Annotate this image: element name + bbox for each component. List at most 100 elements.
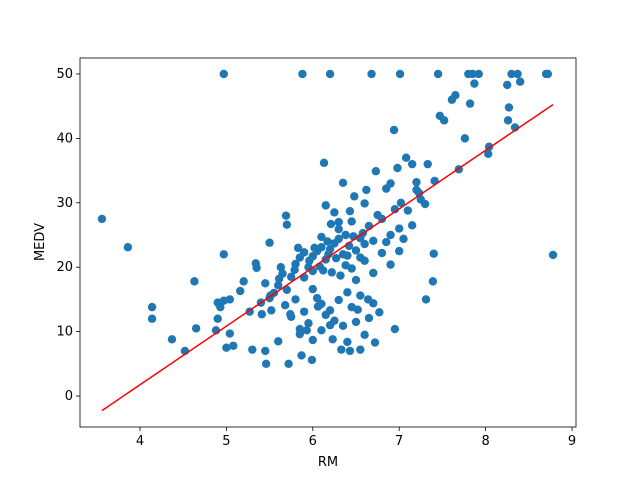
- point: [222, 343, 231, 352]
- axes-frame: [79, 57, 577, 428]
- point: [219, 69, 228, 79]
- point: [167, 335, 177, 344]
- point: [430, 176, 439, 186]
- point: [284, 359, 293, 369]
- point: [147, 302, 157, 312]
- point: [429, 249, 438, 258]
- point: [347, 264, 356, 273]
- point: [317, 299, 326, 309]
- point: [465, 99, 475, 108]
- point: [507, 69, 516, 79]
- point: [274, 281, 283, 290]
- point: [503, 116, 513, 125]
- point: [428, 277, 438, 286]
- point: [286, 312, 296, 321]
- point: [225, 295, 235, 304]
- point: [343, 288, 352, 297]
- point: [389, 125, 399, 135]
- point: [278, 269, 287, 278]
- point: [299, 248, 309, 257]
- point: [474, 69, 483, 79]
- point: [350, 192, 359, 201]
- point: [312, 293, 322, 303]
- point: [407, 221, 417, 230]
- point: [325, 69, 335, 79]
- point: [343, 337, 352, 347]
- point: [484, 149, 493, 159]
- point: [343, 251, 352, 260]
- point: [513, 69, 522, 79]
- point: [351, 317, 361, 327]
- point: [298, 69, 307, 79]
- point: [265, 238, 274, 247]
- point: [213, 314, 222, 323]
- point: [360, 330, 369, 340]
- point: [219, 250, 228, 259]
- point: [548, 250, 558, 260]
- point: [334, 295, 343, 305]
- point: [321, 201, 330, 210]
- plot-area: [97, 69, 558, 412]
- point: [345, 206, 355, 216]
- point: [328, 335, 337, 344]
- point: [291, 295, 300, 304]
- point: [364, 313, 374, 323]
- x-tick-label: 6: [309, 434, 317, 449]
- point: [341, 230, 350, 240]
- x-tick-label: 7: [395, 434, 403, 449]
- point: [274, 337, 283, 346]
- y-axis-label: MEDV: [33, 223, 48, 261]
- point: [401, 153, 411, 162]
- point: [347, 302, 356, 312]
- point: [326, 219, 336, 229]
- y-tick-label: 30: [56, 196, 73, 211]
- point: [261, 359, 271, 369]
- point: [367, 69, 376, 79]
- point: [97, 214, 107, 224]
- point: [276, 263, 286, 272]
- point: [386, 260, 395, 269]
- point: [338, 178, 348, 188]
- point: [330, 208, 339, 217]
- point: [304, 319, 313, 328]
- fit-line: [101, 103, 554, 412]
- point: [356, 291, 365, 300]
- point: [356, 253, 365, 262]
- point: [123, 243, 133, 252]
- point: [286, 272, 296, 282]
- x-axis-label: RM: [318, 455, 338, 470]
- x-tick-label: 9: [568, 434, 576, 449]
- point: [325, 320, 335, 330]
- point: [334, 234, 343, 244]
- point: [291, 259, 300, 269]
- point: [439, 116, 449, 125]
- point: [468, 69, 477, 79]
- point: [351, 275, 361, 285]
- point: [282, 285, 292, 294]
- point: [297, 351, 306, 360]
- point: [147, 314, 157, 323]
- point: [347, 217, 356, 226]
- point: [261, 279, 270, 288]
- point: [281, 211, 291, 220]
- x-tick-label: 4: [136, 434, 144, 449]
- point: [412, 177, 421, 187]
- point: [325, 244, 335, 254]
- point: [396, 198, 406, 207]
- point: [318, 266, 328, 275]
- point: [369, 236, 378, 245]
- point: [460, 134, 470, 143]
- point: [386, 230, 395, 240]
- point: [319, 158, 329, 168]
- point: [370, 338, 380, 347]
- point: [395, 69, 405, 79]
- point: [248, 345, 257, 354]
- point: [451, 91, 460, 100]
- point: [503, 80, 512, 90]
- point: [390, 205, 400, 214]
- point: [377, 248, 387, 258]
- point: [382, 237, 391, 247]
- point: [239, 277, 248, 286]
